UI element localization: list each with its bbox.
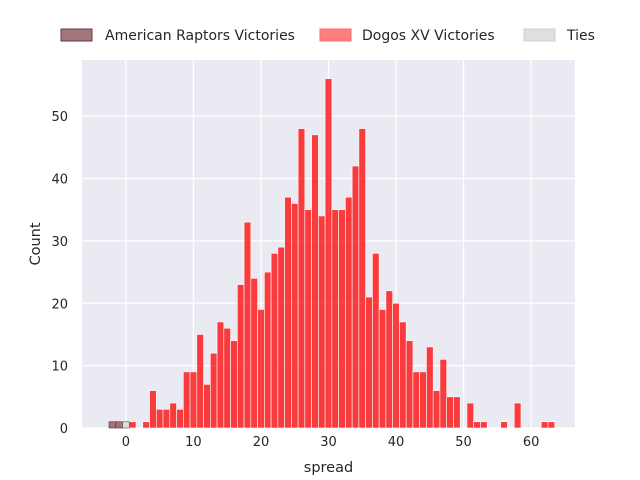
bar-dogos-xv	[446, 396, 454, 429]
bar-dogos-xv	[176, 408, 184, 429]
legend-label-ties: Ties	[566, 28, 595, 44]
x-tick-label: 20	[253, 435, 270, 450]
bar-dogos-xv	[399, 321, 407, 429]
bar-dogos-xv	[513, 402, 522, 429]
bar-dogos-xv	[466, 402, 474, 429]
bar-dogos-xv	[480, 421, 488, 429]
bar-dogos-xv	[128, 421, 137, 429]
bar-american-raptors	[115, 421, 123, 429]
bar-dogos-xv	[473, 421, 481, 429]
bar-dogos-xv	[149, 390, 157, 429]
bar-dogos-xv	[338, 209, 346, 429]
bar-dogos-xv	[351, 165, 360, 429]
bar-dogos-xv	[183, 371, 191, 429]
y-tick-label: 10	[51, 360, 68, 375]
y-tick-label: 30	[51, 235, 68, 250]
bar-dogos-xv	[426, 346, 434, 429]
bar-dogos-xv	[196, 334, 204, 429]
bar-dogos-xv	[297, 128, 306, 429]
bar-dogos-xv	[216, 321, 225, 429]
legend-swatch-american-raptors	[60, 28, 93, 42]
y-tick-label: 20	[51, 297, 68, 312]
bars-layer	[108, 78, 556, 429]
bar-dogos-xv	[412, 371, 420, 429]
bar-dogos-xv	[311, 134, 319, 429]
bar-dogos-xv	[277, 246, 285, 429]
legend-swatch-dogos-xv	[319, 28, 352, 42]
bar-dogos-xv	[500, 421, 508, 429]
bar-dogos-xv	[432, 390, 441, 429]
bar-dogos-xv	[142, 421, 150, 429]
bar-dogos-xv	[250, 278, 258, 429]
legend-label-dogos-xv: Dogos XV Victories	[362, 28, 495, 44]
bar-dogos-xv	[385, 290, 393, 429]
legend: American Raptors Victories Dogos XV Vict…	[60, 28, 595, 44]
bar-dogos-xv	[243, 221, 252, 429]
bar-ties	[122, 421, 130, 429]
bar-dogos-xv	[257, 309, 265, 429]
bar-dogos-xv	[345, 196, 353, 429]
x-tick-label: 40	[388, 435, 405, 450]
bar-dogos-xv	[453, 396, 461, 429]
y-axis-label: Count	[28, 222, 44, 265]
bar-dogos-xv	[547, 421, 556, 429]
bar-dogos-xv	[230, 340, 238, 429]
legend-label-american-raptors: American Raptors Victories	[105, 28, 295, 44]
bar-american-raptors	[108, 421, 117, 429]
bar-dogos-xv	[378, 309, 387, 429]
bar-dogos-xv	[169, 402, 177, 429]
y-tick-label: 0	[60, 422, 68, 437]
y-tick-label: 50	[51, 110, 68, 125]
bar-dogos-xv	[372, 253, 380, 429]
bar-dogos-xv	[162, 408, 171, 429]
legend-swatch-ties	[523, 28, 556, 42]
bar-dogos-xv	[304, 209, 312, 429]
bar-dogos-xv	[331, 209, 339, 429]
bar-dogos-xv	[284, 196, 292, 429]
x-tick-label: 30	[320, 435, 337, 450]
bar-dogos-xv	[318, 215, 326, 429]
x-tick-label: 0	[122, 435, 130, 450]
x-tick-label: 50	[455, 435, 472, 450]
bar-dogos-xv	[223, 327, 231, 429]
bar-dogos-xv	[419, 371, 427, 429]
bar-dogos-xv	[324, 78, 333, 429]
bar-dogos-xv	[155, 408, 164, 429]
bar-dogos-xv	[291, 203, 299, 429]
x-tick-labels: 0 10 20 30 40 50 60	[122, 435, 540, 450]
y-tick-label: 40	[51, 173, 68, 188]
bar-dogos-xv	[237, 284, 245, 429]
bar-dogos-xv	[392, 302, 400, 429]
bar-dogos-xv	[439, 359, 447, 429]
bar-dogos-xv	[358, 128, 366, 429]
bar-dogos-xv	[540, 421, 549, 429]
bar-dogos-xv	[210, 352, 218, 429]
bar-dogos-xv	[270, 253, 279, 429]
bar-dogos-xv	[264, 271, 272, 429]
x-tick-label: 60	[523, 435, 540, 450]
bar-dogos-xv	[203, 384, 211, 429]
x-axis-label: spread	[304, 460, 353, 476]
bar-dogos-xv	[365, 296, 373, 429]
bar-dogos-xv	[405, 340, 414, 429]
y-tick-labels: 0 10 20 30 40 50	[51, 110, 68, 437]
bar-dogos-xv	[189, 371, 198, 429]
x-tick-label: 10	[185, 435, 202, 450]
